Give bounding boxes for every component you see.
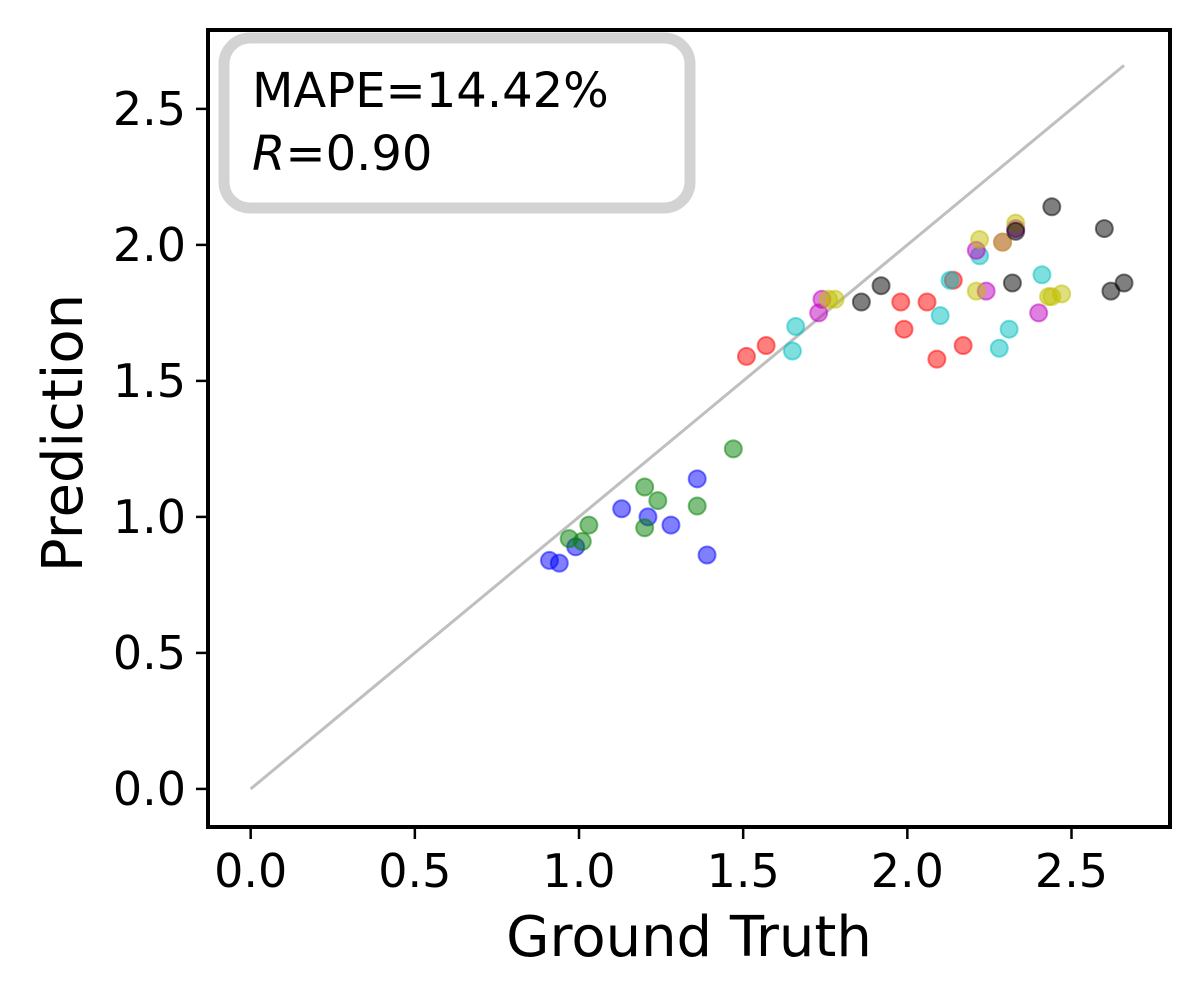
x-tick-label: 1.0 — [542, 844, 615, 898]
data-point-olive-4 — [993, 232, 1013, 252]
data-point-black-5 — [1094, 219, 1114, 239]
data-point-cyan-6 — [999, 319, 1019, 339]
y-tick-label: 2.0 — [113, 218, 186, 272]
metrics-annotation-box: MAPE=14.42% R=0.90 — [218, 32, 696, 214]
data-point-cyan-5 — [989, 338, 1009, 358]
plot-frame — [206, 28, 1172, 829]
x-tick-label: 0.5 — [378, 844, 451, 898]
data-point-red-7 — [953, 336, 973, 356]
y-axis-ticks: 0.0 0.5 1.0 1.5 2.0 2.5 — [113, 82, 206, 816]
data-point-black-0 — [851, 292, 871, 312]
x-axis-ticks: 0.0 0.5 1.0 1.5 2.0 2.5 — [214, 829, 1108, 898]
data-point-cyan-2 — [930, 306, 950, 326]
data-point-green-7 — [723, 439, 743, 459]
y-tick-label: 1.5 — [113, 354, 186, 408]
data-point-green-4 — [635, 477, 655, 497]
data-point-black-1 — [871, 276, 891, 296]
data-point-olive-2 — [966, 281, 986, 301]
data-point-green-1 — [572, 531, 592, 551]
data-point-red-0 — [736, 346, 756, 366]
y-tick-label: 1.0 — [113, 490, 186, 544]
data-point-blue-7 — [697, 545, 717, 565]
data-point-cyan-7 — [1032, 265, 1052, 285]
data-point-red-2 — [891, 292, 911, 312]
x-axis-label: Ground Truth — [506, 905, 872, 970]
identity-line — [249, 64, 1125, 791]
annotation-background — [218, 32, 696, 214]
data-point-cyan-1 — [786, 316, 806, 336]
data-point-green-5 — [648, 491, 668, 511]
reference-line-layer — [249, 64, 1125, 791]
y-tick-label: 0.0 — [113, 762, 186, 816]
data-point-olive-8 — [1052, 284, 1072, 304]
r-value: =0.90 — [285, 126, 432, 182]
data-point-magenta-6 — [1029, 303, 1049, 323]
data-points-layer — [539, 197, 1134, 573]
x-tick-label: 2.5 — [1035, 844, 1108, 898]
data-point-red-4 — [917, 292, 937, 312]
data-point-green-2 — [579, 515, 599, 535]
y-tick-label: 0.5 — [113, 626, 186, 680]
r-symbol: R — [252, 126, 285, 182]
y-tick-label: 2.5 — [113, 82, 186, 136]
data-point-blue-6 — [687, 469, 707, 489]
data-point-green-6 — [687, 496, 707, 516]
data-point-cyan-3 — [940, 270, 960, 290]
data-point-black-7 — [1114, 273, 1134, 293]
data-point-red-3 — [894, 319, 914, 339]
x-tick-label: 1.5 — [707, 844, 780, 898]
data-point-green-3 — [635, 518, 655, 538]
data-point-blue-1 — [549, 553, 569, 573]
data-point-red-5 — [927, 349, 947, 369]
r-label: R=0.90 — [252, 126, 432, 182]
data-point-olive-1 — [825, 289, 845, 309]
data-point-red-1 — [756, 336, 776, 356]
y-axis-label: Prediction — [31, 294, 96, 572]
data-point-cyan-0 — [782, 341, 802, 361]
x-tick-label: 2.0 — [871, 844, 944, 898]
mape-label: MAPE=14.42% — [252, 63, 609, 119]
data-point-olive-3 — [970, 229, 990, 249]
x-tick-label: 0.0 — [214, 844, 287, 898]
data-point-black-3 — [1006, 221, 1026, 241]
data-point-blue-3 — [612, 499, 632, 519]
data-point-black-2 — [1002, 273, 1022, 293]
data-point-black-4 — [1042, 197, 1062, 217]
data-point-blue-5 — [661, 515, 681, 535]
